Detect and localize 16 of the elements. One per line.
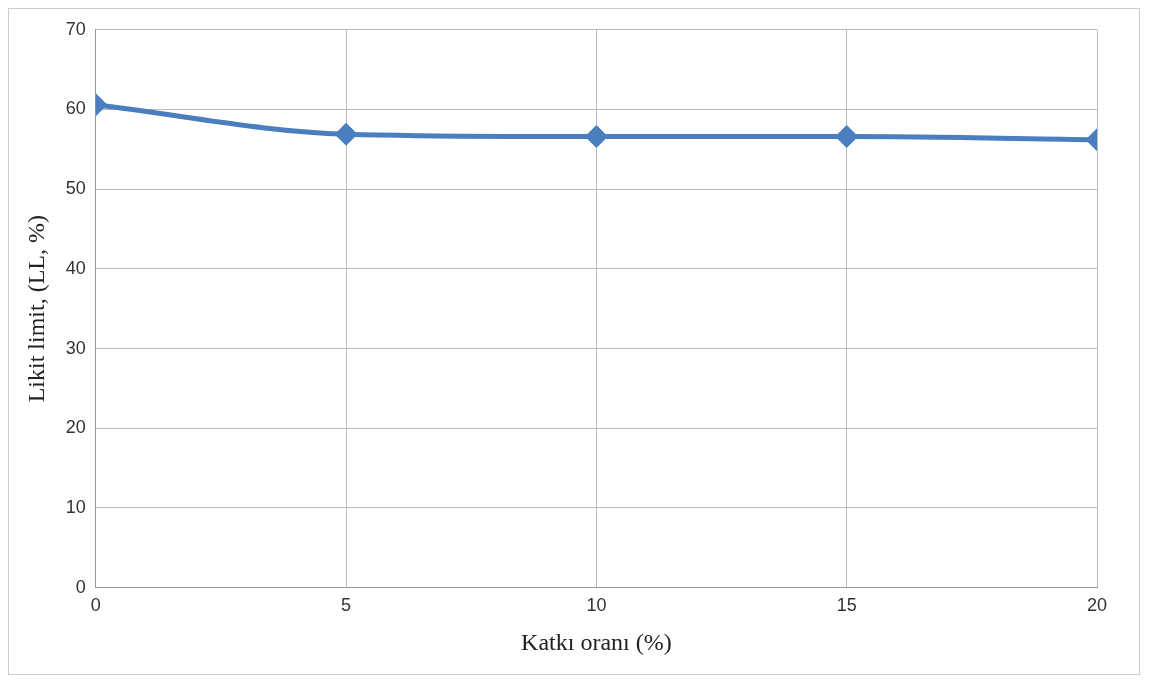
x-tick-label: 10 bbox=[586, 595, 607, 616]
y-tick-label: 50 bbox=[65, 178, 86, 199]
y-tick-label: 20 bbox=[65, 417, 86, 438]
x-tick-label: 5 bbox=[341, 595, 352, 616]
y-tick-label: 10 bbox=[65, 496, 86, 517]
y-tick-label: 70 bbox=[65, 18, 86, 39]
y-axis-title: Likit limit, (LL, %) bbox=[22, 215, 49, 403]
x-tick-label: 0 bbox=[90, 595, 101, 616]
x-axis-title: Katkı oranı (%) bbox=[521, 628, 672, 655]
x-tick-label: 20 bbox=[1086, 595, 1108, 616]
y-tick-label: 60 bbox=[65, 98, 86, 119]
x-tick-label: 15 bbox=[836, 595, 857, 616]
y-tick-label: 40 bbox=[65, 257, 86, 278]
y-tick-label: 0 bbox=[75, 576, 86, 597]
y-tick-label: 30 bbox=[65, 337, 86, 358]
point bbox=[585, 126, 607, 148]
